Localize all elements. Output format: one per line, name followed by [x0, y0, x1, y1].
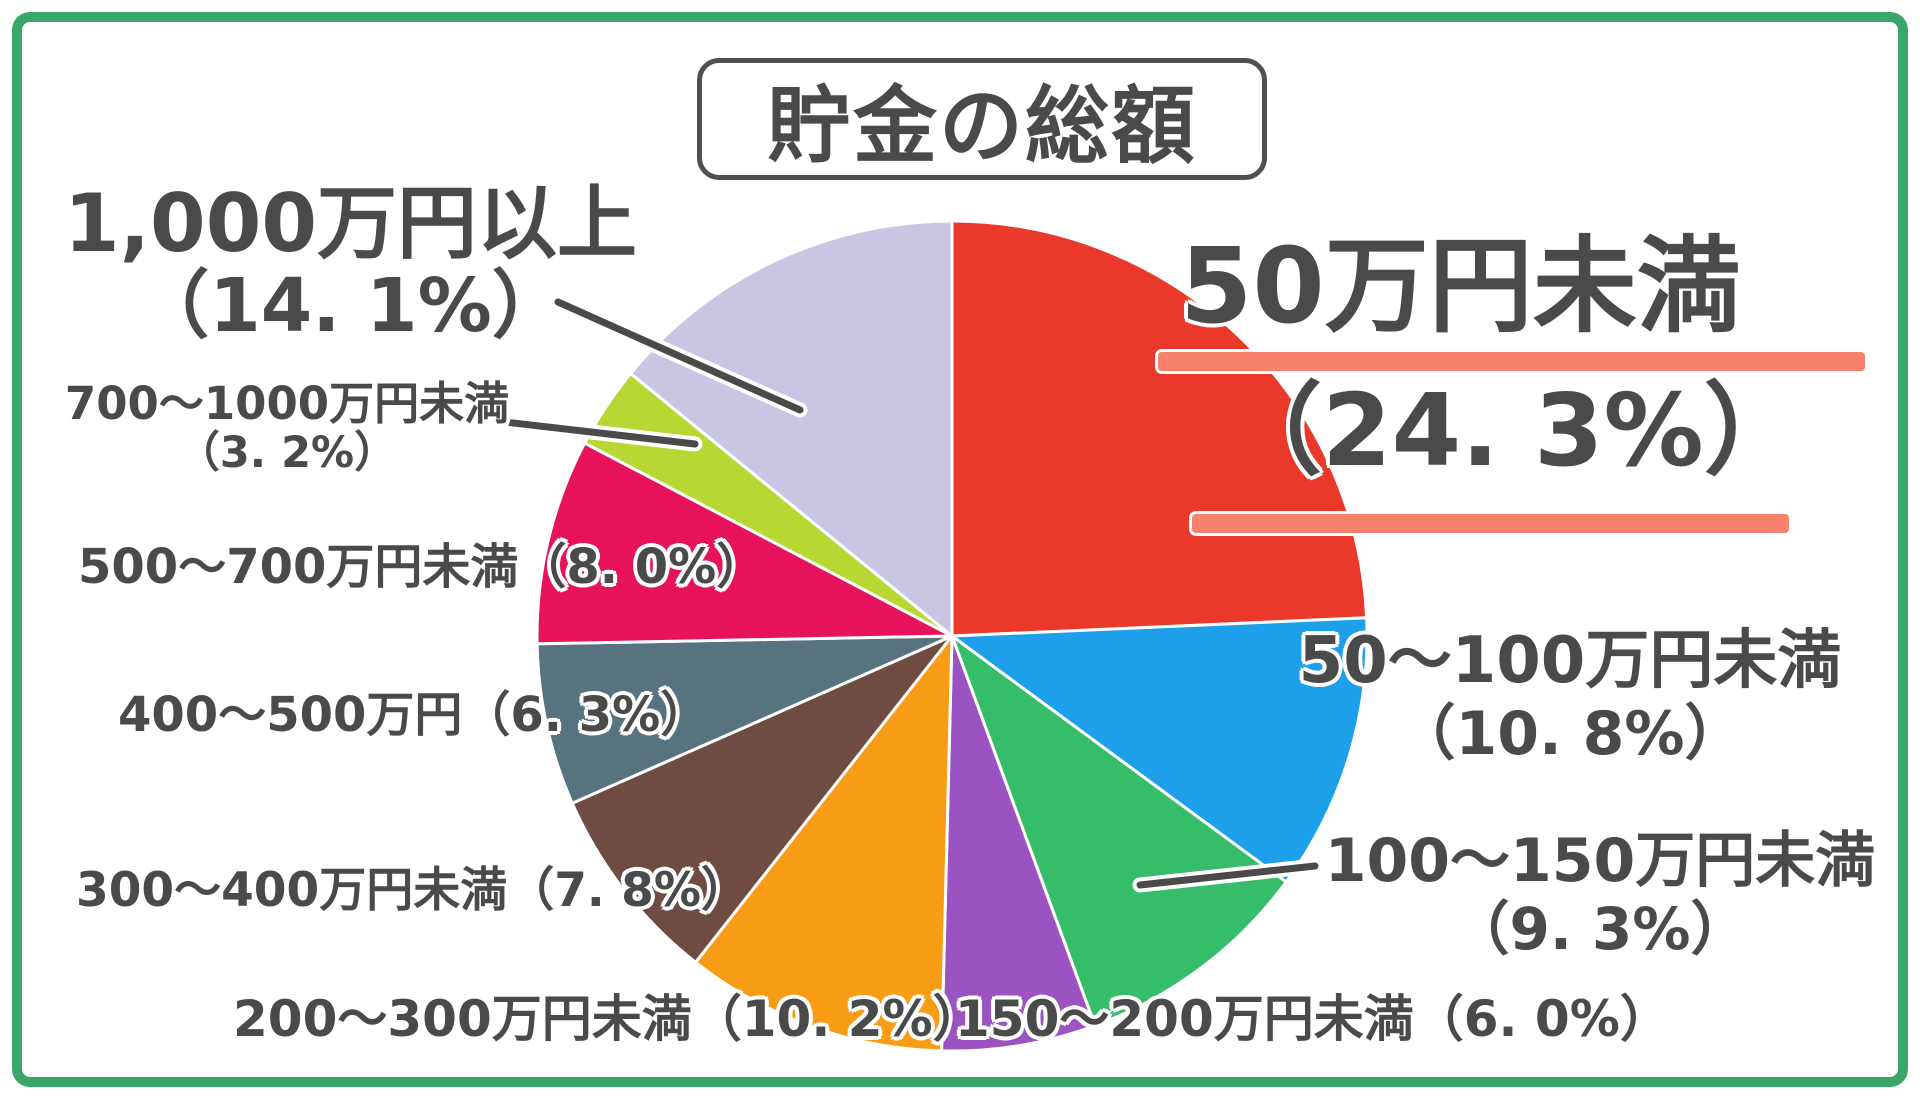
chart-title: 貯金の総額: [766, 76, 1197, 175]
label-under-50man: 50万円未満: [1180, 225, 1741, 347]
label-over-1000man-percent: （14. 1%）: [135, 263, 566, 349]
chart-title-box: 貯金の総額: [697, 58, 1267, 180]
label-400-500man: 400〜500万円（6. 3%）: [118, 687, 709, 743]
label-200-300man: 200〜300万円未満（10. 2%）: [233, 990, 983, 1048]
pie-slice-4-6pct: [940, 634, 1097, 1053]
pie-slices: [535, 219, 1369, 1053]
underline-bar-top: [1158, 352, 1865, 371]
label-50-100man-range: 50〜100万円未満: [1298, 624, 1842, 698]
label-100-150man-percent: （9. 3%）: [1451, 895, 1749, 963]
label-over-1000man: 1,000万円以上 （14. 1%）: [38, 182, 663, 346]
underline-bar-bottom: [1192, 514, 1789, 533]
label-700-1000man-percent: （3. 2%）: [176, 428, 398, 479]
label-700-1000man: 700〜1000万円未満 （3. 2%）: [52, 380, 522, 476]
label-100-150man-range: 100〜150万円未満: [1324, 826, 1876, 896]
pie-slice-7-6.3pct: [535, 634, 954, 805]
label-100-150man: 100〜150万円未満 （9. 3%）: [1300, 830, 1900, 960]
leader-line-over1000: [554, 298, 804, 414]
pie-slice-8-8pct: [535, 441, 954, 646]
pie-slice-3-9.3pct: [950, 634, 1288, 1028]
label-150-200man: 150〜200万円未満（6. 0%）: [955, 990, 1670, 1048]
label-300-400man: 300〜400万円未満（7. 8%）: [76, 863, 748, 918]
label-under-50man-percent: （24. 3%）: [1222, 372, 1804, 489]
label-500-700man: 500〜700万円未満（8. 0%）: [78, 539, 765, 595]
pie-slice-5-10.2pct: [694, 634, 954, 1053]
pie-slice-6-7.8pct: [570, 634, 954, 964]
label-over-1000man-range: 1,000万円以上: [63, 177, 638, 270]
label-700-1000man-range: 700〜1000万円未満: [64, 377, 510, 430]
leader-lines: [497, 294, 1323, 893]
leader-line-700-1000: [501, 418, 699, 448]
leader-line-100-150: [1136, 862, 1319, 889]
label-50-100man-percent: （10. 8%）: [1395, 699, 1745, 770]
label-50-100man: 50〜100万円未満 （10. 8%）: [1270, 624, 1870, 770]
